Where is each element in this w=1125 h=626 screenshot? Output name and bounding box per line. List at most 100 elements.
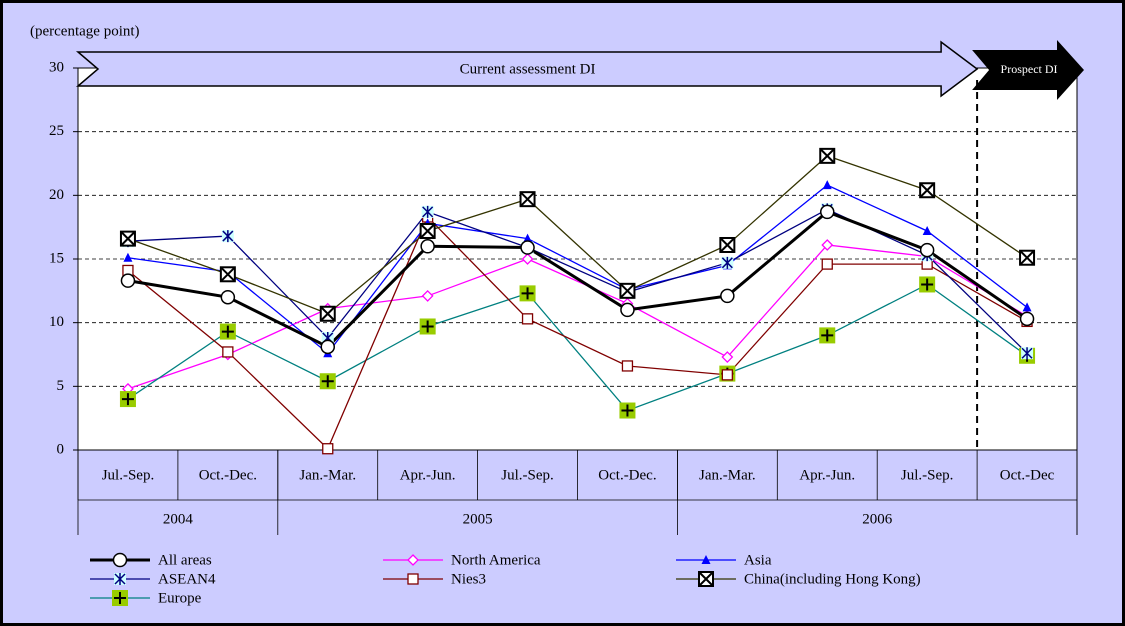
group-label: 2006 [862, 511, 893, 527]
marker-shape [720, 288, 735, 304]
marker [919, 276, 936, 293]
marker-shape [421, 290, 434, 302]
marker [222, 346, 234, 358]
x-tick-label: Jan.-Mar. [299, 467, 356, 483]
prospect-arrow [972, 40, 1084, 100]
x-tick-label: Jul.-Sep. [901, 467, 954, 483]
prospect-label: Prospect DI [1001, 62, 1058, 76]
legend-label: China(including Hong Kong) [744, 571, 921, 587]
marker-shape [123, 252, 133, 262]
marker [922, 225, 932, 235]
y-tick-label: 10 [49, 314, 64, 330]
x-tick-label: Jan.-Mar. [699, 467, 756, 483]
legend-label: North America [451, 552, 541, 568]
marker-shape [420, 239, 435, 254]
series-line [127, 215, 1028, 450]
marker-shape [521, 313, 534, 325]
marker [719, 236, 736, 253]
marker [419, 318, 436, 335]
series-line [127, 210, 1028, 349]
marker-shape [620, 302, 635, 318]
x-tick-label: Jul.-Sep. [102, 467, 155, 483]
legend-label: All areas [158, 552, 212, 568]
marker [123, 252, 133, 262]
x-tick-label: Jul.-Sep. [501, 467, 554, 483]
marker-shape [719, 237, 736, 253]
y-axis-label: (percentage point) [30, 23, 140, 39]
marker [112, 552, 128, 568]
legend-label: Asia [744, 552, 772, 568]
marker-shape [721, 369, 733, 381]
marker-shape [921, 278, 934, 291]
marker-shape [821, 258, 833, 270]
marker-shape [1019, 311, 1035, 327]
marker-shape [621, 404, 634, 417]
series-line [127, 244, 1028, 390]
marker [619, 402, 636, 419]
marker-shape [721, 256, 733, 269]
marker [819, 147, 836, 164]
marker-shape [120, 230, 136, 247]
marker [407, 554, 419, 566]
marker-shape [220, 289, 236, 305]
marker-shape [1019, 250, 1035, 266]
marker [519, 191, 536, 208]
marker-shape [919, 182, 935, 198]
marker [221, 230, 234, 243]
marker [821, 258, 833, 270]
marker-shape [419, 223, 436, 239]
marker [619, 282, 636, 299]
marker [523, 233, 533, 243]
marker-shape [819, 148, 835, 164]
marker-shape [523, 233, 533, 243]
marker-shape [114, 592, 126, 604]
marker [319, 373, 336, 390]
marker [1019, 311, 1035, 327]
y-tick-label: 30 [49, 59, 64, 75]
series-line [127, 184, 1028, 355]
marker-shape [320, 339, 335, 355]
marker-shape [322, 443, 334, 455]
y-tick-label: 20 [49, 187, 64, 203]
legend-label: Nies3 [451, 571, 486, 587]
marker-shape [112, 552, 128, 568]
marker [119, 230, 136, 247]
marker-shape [114, 573, 126, 585]
marker-shape [521, 287, 534, 300]
marker [220, 289, 236, 305]
marker [112, 590, 128, 606]
current-arrow-body [75, 40, 979, 98]
marker [407, 573, 419, 585]
marker-shape [822, 180, 832, 190]
marker-shape [422, 205, 434, 218]
y-tick-label: 15 [49, 250, 64, 266]
marker [421, 290, 434, 302]
legend-label: Europe [158, 590, 202, 606]
marker-shape [1022, 302, 1032, 312]
legend-label: ASEAN4 [158, 571, 216, 587]
marker [698, 571, 714, 587]
marker [721, 256, 734, 269]
marker [320, 339, 335, 355]
marker [620, 302, 635, 318]
marker [114, 573, 126, 585]
marker [919, 242, 935, 258]
marker-shape [321, 375, 334, 388]
x-tick-label: Oct.-Dec. [199, 467, 257, 483]
x-tick-label: Apr.-Jun. [400, 467, 456, 483]
x-tick-label: Apr.-Jun. [799, 467, 855, 483]
marker-shape [421, 320, 434, 333]
marker [720, 288, 735, 304]
marker-shape [821, 239, 834, 251]
marker-shape [220, 266, 236, 282]
marker [219, 323, 236, 340]
series-line [127, 155, 1028, 315]
marker [701, 555, 711, 564]
current-label: Current assessment DI [460, 61, 596, 77]
marker-shape [521, 253, 534, 265]
marker-shape [407, 573, 419, 585]
marker [919, 182, 936, 199]
marker [821, 239, 834, 251]
marker [319, 305, 336, 322]
